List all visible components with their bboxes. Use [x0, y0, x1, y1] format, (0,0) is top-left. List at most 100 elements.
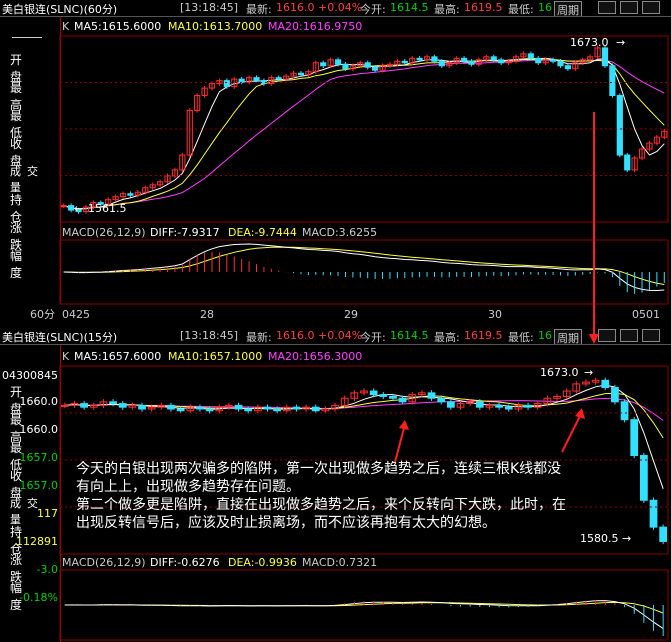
diff-readout: DIFF:-0.6276 — [150, 556, 220, 569]
quote-time: [13:18:45] — [180, 1, 238, 14]
ma10-readout: MA10:1613.7000 — [168, 20, 262, 33]
instrument-title: 美白银连(SLNC)(15分) — [2, 331, 118, 344]
ma-prefix: K — [62, 20, 70, 33]
period-button[interactable]: 周期 — [554, 1, 582, 16]
plot-frame — [59, 35, 669, 223]
annotation-line-4: 出现反转信号后，应该及时止损离场，而不应该再抱有太大的幻想。 — [76, 515, 496, 531]
trough-label: 1561.5 — [88, 202, 127, 215]
annotation-text: 今天的白银出现两次骗多的陷阱，第一次出现做多趋势之后，连续三根K线都没 有向上上… — [76, 460, 640, 532]
high-value: 1619.5 — [464, 329, 503, 342]
value-volume: 117 — [37, 507, 58, 520]
diff-line — [63, 243, 665, 292]
zoom-icon[interactable] — [620, 1, 638, 14]
ma-prefix: K — [62, 350, 70, 363]
open-value: 1614.5 — [390, 329, 429, 342]
value-close: 1657.0 — [19, 479, 59, 492]
low-value: 16 — [538, 329, 552, 342]
date-label-1: 28 — [200, 308, 214, 321]
period-button[interactable]: 周期 — [554, 329, 582, 344]
peak-arrow-icon: → — [616, 36, 625, 49]
label-low: 最 低 — [10, 109, 35, 140]
low-label: 最低: — [508, 3, 534, 16]
quote-time: [13:18:45] — [180, 329, 238, 342]
label-pct: 幅 度 — [10, 249, 35, 280]
label-change: 涨 跌 — [10, 553, 35, 584]
quote-header: 美白银连(SLNC)(60分) [13:18:45] 最新: 1616.0 +0… — [0, 0, 671, 17]
trough-arrow-icon: → — [622, 532, 631, 545]
label-low: 最 低 — [10, 441, 35, 472]
timeframe-label: 60分 — [30, 308, 55, 321]
ma10-line — [64, 392, 664, 439]
high-value: 1619.5 — [464, 1, 503, 14]
peak-arrow-icon: → — [584, 366, 593, 379]
date-label-4: 0501 — [632, 308, 660, 321]
change-value: +0.04% — [318, 1, 363, 14]
side-info-panel: 04300845 开 盘 1660.0 最 高 1660.0 最 低 1657.… — [0, 345, 61, 642]
high-label: 最高: — [434, 3, 460, 16]
macd-frame — [59, 569, 669, 641]
date-label-0: 0425 — [62, 308, 90, 321]
label-pct: 幅 度 — [10, 581, 35, 612]
annotation-line-1: 今天的白银出现两次骗多的陷阱，第一次出现做多趋势之后，连续三根K线都没 — [76, 461, 562, 477]
settings-icon[interactable] — [598, 1, 616, 14]
value-high: 1660.0 — [19, 423, 59, 436]
high-label: 最高: — [434, 331, 460, 344]
dea-readout: DEA:-9.7444 — [228, 226, 297, 239]
peak-label: 1673.0 — [540, 366, 579, 379]
open-value: 1614.5 — [390, 1, 429, 14]
latest-value: 1616.0 — [276, 1, 315, 14]
divider — [12, 37, 42, 38]
low-value: 16 — [538, 1, 552, 14]
kline-chart-15min[interactable]: K MA5:1657.6000 MA10:1657.1000 MA20:1656… — [0, 328, 671, 642]
dea-readout: DEA:-0.9936 — [228, 556, 297, 569]
ma10-readout: MA10:1657.1000 — [168, 350, 262, 363]
latest-value: 1616.0 — [276, 329, 315, 342]
value-change: -3.0 — [36, 563, 58, 576]
macd-title: MACD(26,12,9) — [62, 556, 146, 569]
latest-label: 最新: — [246, 3, 272, 16]
open-label: 今开: — [360, 3, 386, 16]
trough-arrow-icon: ← — [74, 202, 83, 215]
label-volume: 成交量 — [10, 497, 44, 526]
label-high: 最 高 — [10, 413, 35, 444]
date-label-2: 29 — [344, 308, 358, 321]
ma10-line — [63, 58, 665, 210]
macd-readout: MACD:3.6255 — [302, 226, 377, 239]
close-icon[interactable] — [642, 329, 660, 342]
ma20-readout: MA20:1616.9750 — [268, 20, 362, 33]
chart-panel-60min: 美白银连(SLNC)(60分) [13:18:45] 最新: 1616.0 +0… — [0, 0, 671, 322]
ma20-readout: MA20:1656.3000 — [268, 350, 362, 363]
label-high: 最 高 — [10, 81, 35, 112]
value-pct: -0.18% — [19, 591, 58, 604]
latest-label: 最新: — [246, 331, 272, 344]
open-label: 今开: — [360, 331, 386, 344]
ma5-readout: MA5:1615.6000 — [74, 20, 161, 33]
zoom-icon[interactable] — [620, 329, 638, 342]
label-change: 涨 跌 — [10, 221, 35, 252]
label-open: 开 盘 — [10, 53, 35, 84]
ma20-line — [63, 59, 665, 210]
label-close: 收 盘 — [10, 137, 35, 168]
kline-chart-60min[interactable]: K MA5:1615.6000 MA10:1613.7000 MA20:1616… — [0, 0, 671, 322]
macd-readout: MACD:0.7321 — [302, 556, 377, 569]
diff-readout: DIFF:-7.9317 — [150, 226, 220, 239]
label-hold: 持 仓 — [10, 525, 35, 556]
ma5-readout: MA5:1657.6000 — [74, 350, 161, 363]
ma5-line — [63, 57, 665, 210]
dea-line — [63, 246, 665, 285]
macd-frame — [59, 239, 669, 305]
value-hold: 112891 — [16, 535, 58, 548]
annotation-line-2: 有向上上，出现做多趋势存在问题。 — [76, 479, 300, 495]
label-hold: 持 仓 — [10, 193, 35, 224]
change-value: +0.04% — [318, 329, 363, 342]
label-volume: 成交量 — [10, 165, 44, 194]
label-open: 开 盘 — [10, 385, 35, 416]
instrument-title: 美白银连(SLNC)(60分) — [2, 3, 118, 16]
annotation-line-3: 第二个做多更是陷阱，直接在出现做多趋势之后，来个反转向下大跌，此时，在 — [76, 497, 566, 513]
low-label: 最低: — [508, 331, 534, 344]
bar-date: 04300845 — [2, 369, 58, 382]
peak-label: 1673.0 — [570, 36, 609, 49]
value-low: 1657.0 — [19, 451, 59, 464]
plot-frame — [59, 365, 669, 555]
close-icon[interactable] — [642, 1, 660, 14]
